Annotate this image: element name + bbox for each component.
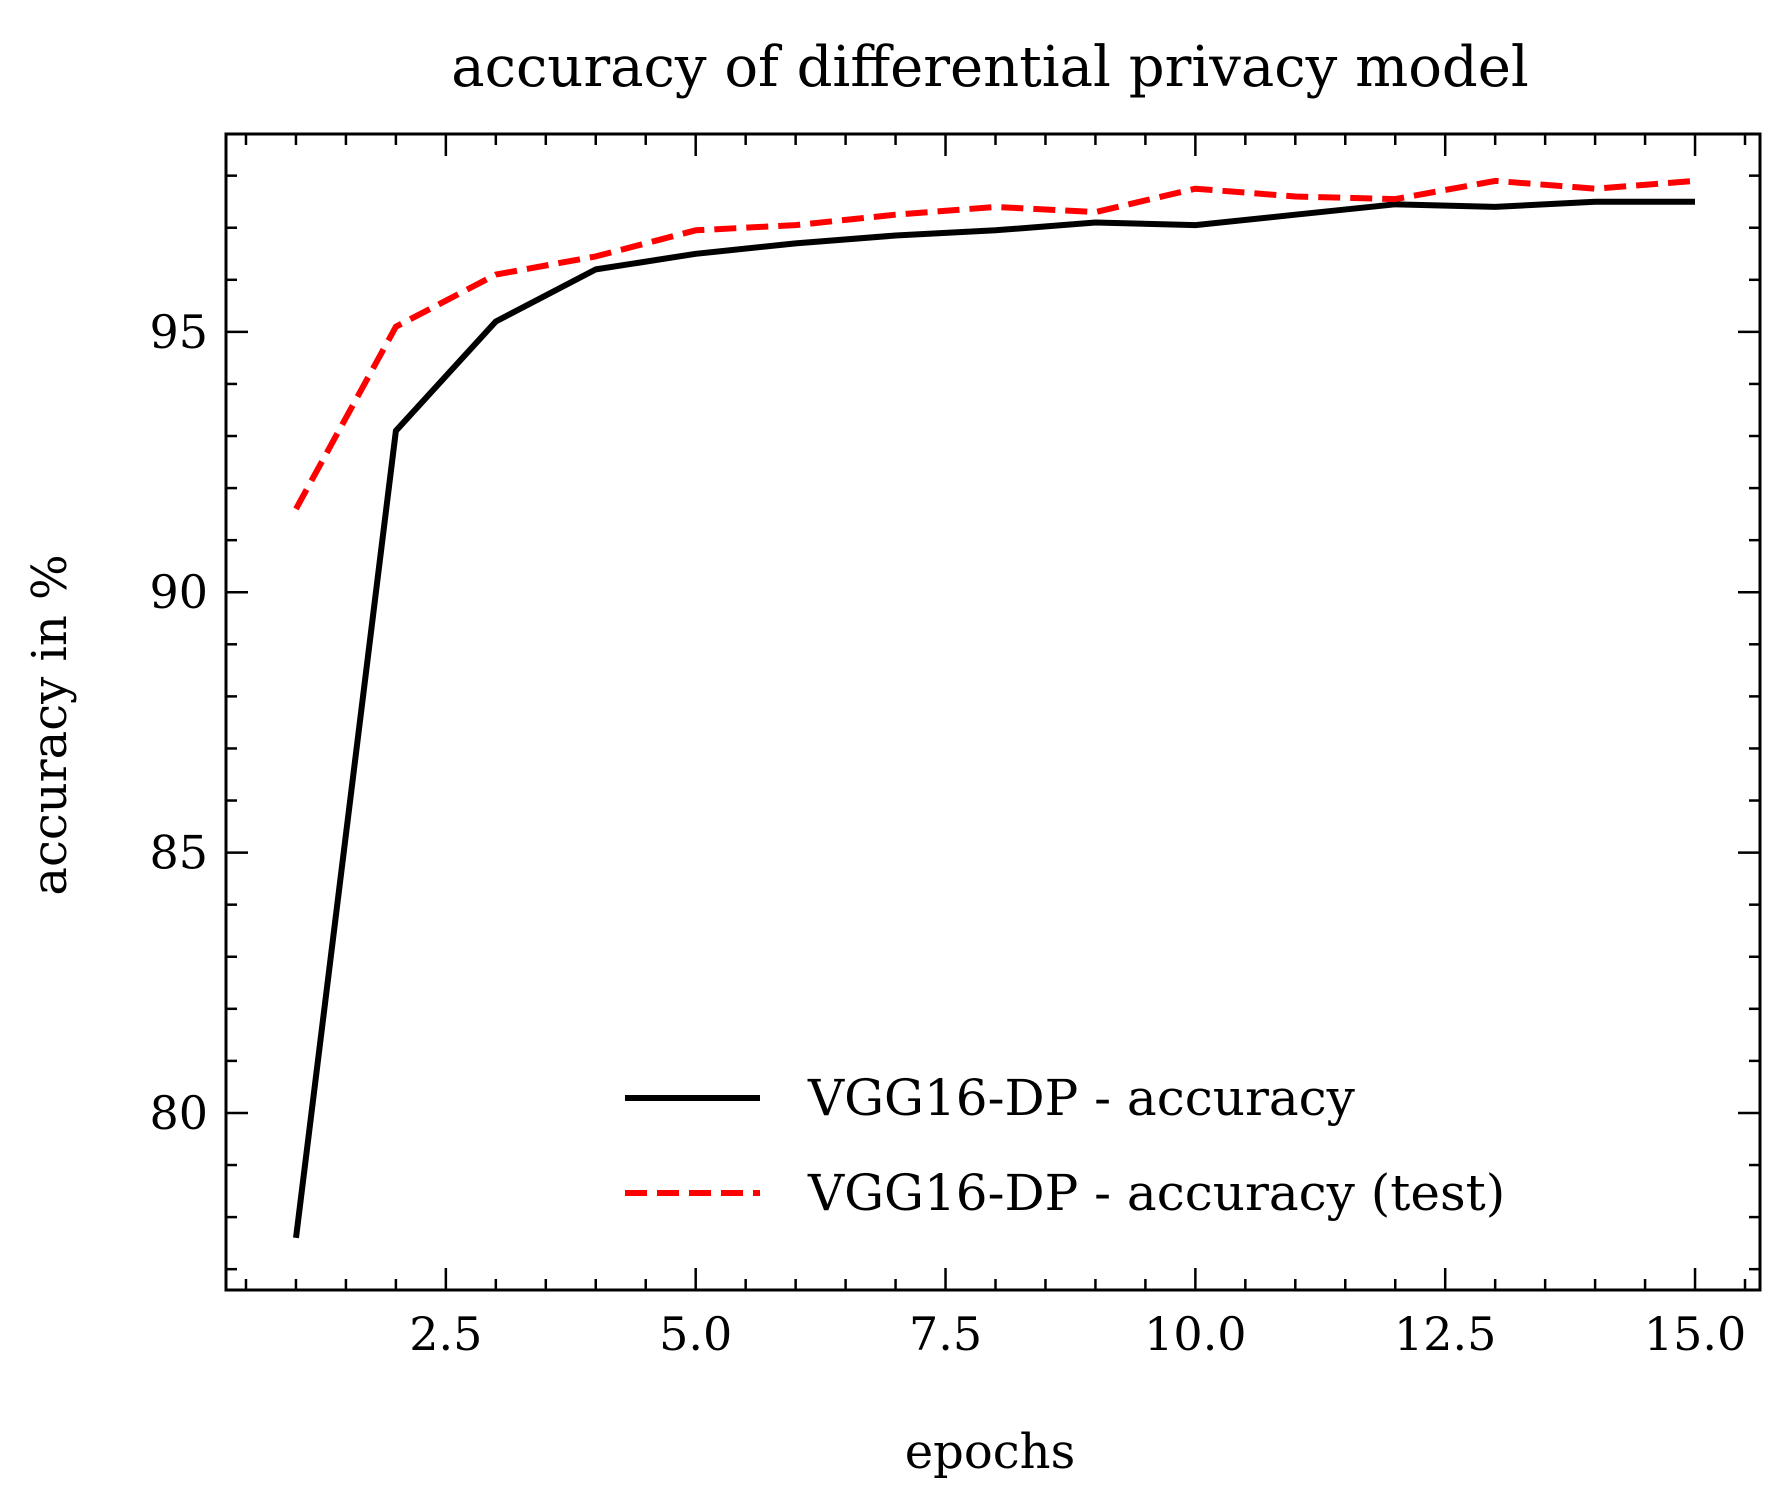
legend: VGG16-DP - accuracy VGG16-DP - accuracy (… [625, 1069, 1505, 1222]
y-tick-label: 80 [149, 1086, 208, 1140]
x-axis-label: epochs [905, 1424, 1075, 1480]
series-line-1 [293, 198, 1695, 1239]
tick-labels: 2.5 5.0 7.5 10.0 12.5 15.0 80 85 90 95 [149, 305, 1746, 1361]
x-tick-label: 7.5 [909, 1307, 982, 1361]
axis-ticks [226, 134, 1760, 1290]
x-tick-label: 5.0 [659, 1307, 732, 1361]
x-tick-label: 10.0 [1144, 1307, 1246, 1361]
x-tick-label: 15.0 [1644, 1307, 1746, 1361]
y-tick-label: 85 [149, 826, 208, 880]
x-tick-label: 12.5 [1394, 1307, 1496, 1361]
y-tick-label: 90 [149, 565, 208, 619]
plot-frame [224, 132, 1762, 1292]
series-line-2 [293, 177, 1696, 511]
series-layer [293, 177, 1696, 1239]
y-axis-label: accuracy in % [22, 554, 78, 895]
plot-area [224, 132, 1762, 1292]
legend-label-1: VGG16-DP - accuracy [807, 1069, 1356, 1127]
legend-label-2: VGG16-DP - accuracy (test) [807, 1164, 1505, 1222]
y-tick-label: 95 [149, 305, 208, 359]
chart-title: accuracy of differential privacy model [451, 35, 1529, 100]
x-tick-label: 2.5 [409, 1307, 482, 1361]
